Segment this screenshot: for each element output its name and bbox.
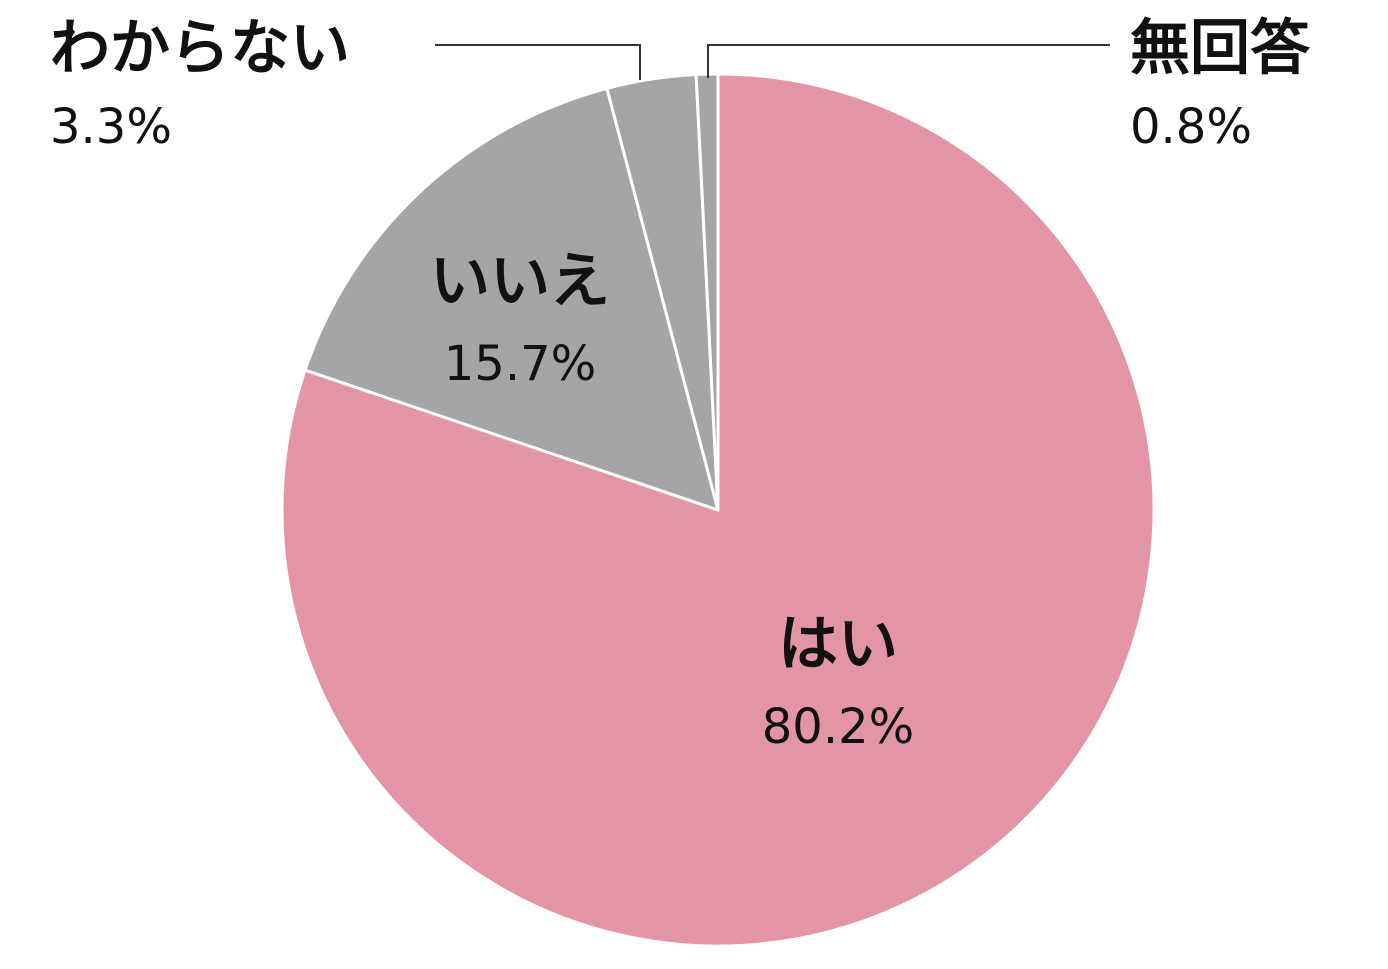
pie-slice xyxy=(303,86,720,512)
slice-label: わからない xyxy=(50,14,350,84)
value-label: 0.8% xyxy=(1130,99,1252,155)
slice-label: いいえ xyxy=(430,247,610,317)
leader-line xyxy=(435,44,641,80)
leader-line xyxy=(707,44,1110,78)
pie xyxy=(280,72,1156,948)
value-label: 15.7% xyxy=(444,336,596,392)
slice-label: はい xyxy=(778,610,898,680)
value-label: 80.2% xyxy=(762,699,914,755)
slice-label: 無回答 xyxy=(1130,14,1311,84)
value-label: 3.3% xyxy=(50,99,172,155)
